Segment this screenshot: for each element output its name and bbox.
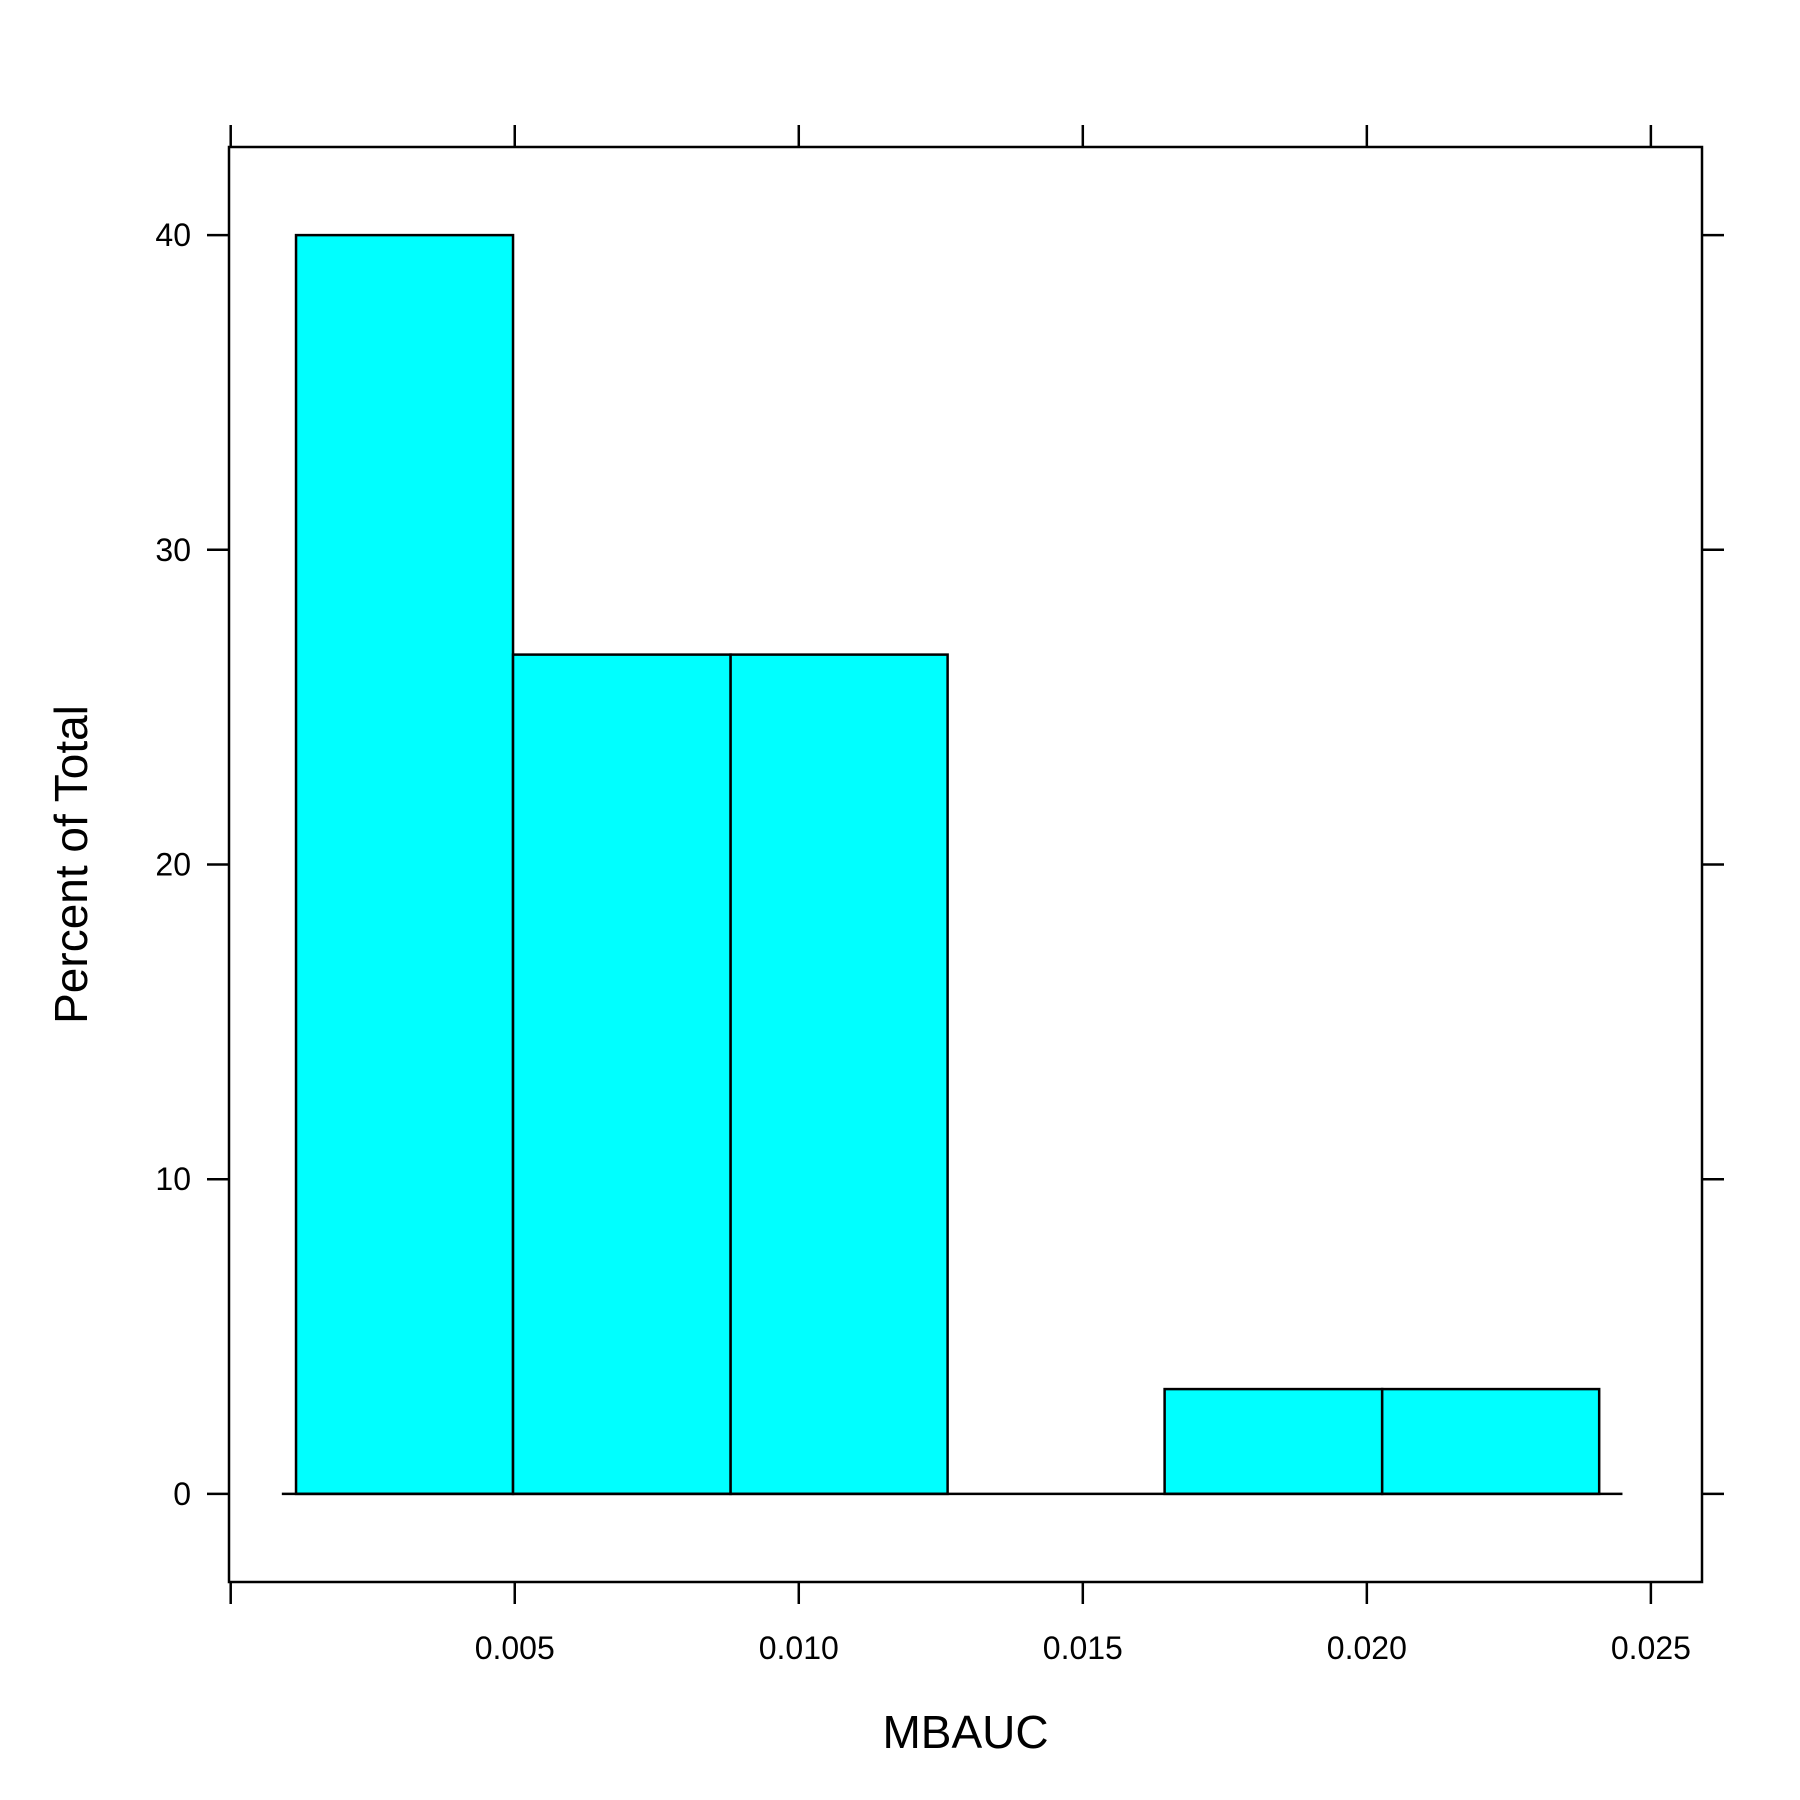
y-tick-label-4: 40 bbox=[155, 217, 191, 253]
histogram-bar-3 bbox=[729, 653, 949, 1496]
histogram-bar-5 bbox=[1163, 1387, 1384, 1496]
y-tick-label-0: 0 bbox=[173, 1476, 191, 1512]
x-axis-title: MBAUC bbox=[882, 1706, 1048, 1758]
y-axis-title: Percent of Total bbox=[45, 705, 97, 1024]
y-tick-label-3: 30 bbox=[155, 532, 191, 568]
histogram-bar-2 bbox=[511, 653, 732, 1496]
y-tick-label-2: 20 bbox=[155, 847, 191, 883]
x-tick-label-3: 0.015 bbox=[1043, 1630, 1123, 1666]
x-tick-label-2: 0.010 bbox=[759, 1630, 839, 1666]
histogram-bar-6 bbox=[1380, 1387, 1601, 1496]
histogram-bars bbox=[294, 233, 1601, 1496]
x-tick-label-4: 0.020 bbox=[1327, 1630, 1407, 1666]
x-tick-label-1: 0.005 bbox=[475, 1630, 555, 1666]
x-tick-label-5: 0.025 bbox=[1611, 1630, 1691, 1666]
axes: 0.005 0.010 0.015 0.020 0.025 0 10 20 30 40 bbox=[155, 125, 1724, 1666]
y-tick-label-1: 10 bbox=[155, 1161, 191, 1197]
histogram-bar-1 bbox=[294, 233, 515, 1496]
